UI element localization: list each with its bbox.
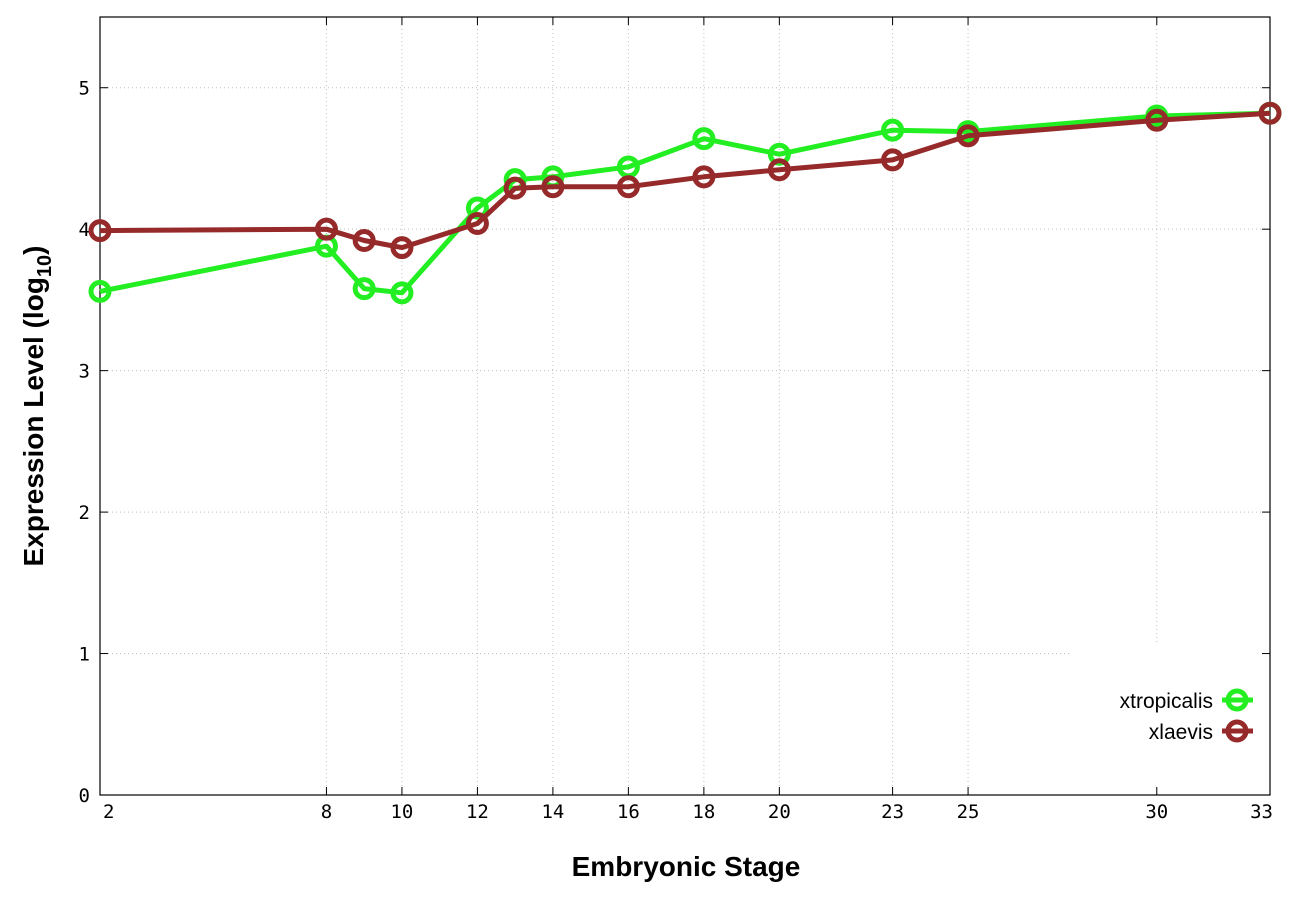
data-point-xtropicalis (692, 127, 716, 151)
data-point-xlaevis (541, 175, 565, 199)
y-tick-label: 4 (79, 219, 90, 241)
x-axis-title: Embryonic Stage (572, 851, 801, 882)
data-point-xlaevis (1258, 101, 1282, 125)
data-point-xtropicalis (352, 277, 376, 301)
x-tick-label: 2 (103, 801, 114, 823)
y-axis-title-main: Expression Level (log (18, 277, 49, 566)
data-point-xlaevis (616, 175, 640, 199)
y-tick-label: 3 (79, 361, 90, 383)
plot-frame (99, 16, 1271, 796)
y-tick-label: 2 (79, 502, 90, 524)
data-point-xlaevis (956, 124, 980, 148)
x-tick-label: 10 (390, 801, 413, 823)
legend-marker-xlaevis (1225, 719, 1249, 743)
x-tick-label: 20 (768, 801, 791, 823)
x-tick-label: 14 (541, 801, 564, 823)
y-tick-label: 1 (79, 644, 90, 666)
x-tick-label: 12 (466, 801, 489, 823)
x-tick-label: 23 (881, 801, 904, 823)
y-axis-title: Expression Level (log10) (18, 246, 56, 567)
data-point-xlaevis (767, 158, 791, 182)
x-tick-label: 33 (1250, 801, 1273, 823)
data-point-xlaevis (1145, 108, 1169, 132)
data-point-xlaevis (503, 176, 527, 200)
y-tick-label: 5 (79, 78, 90, 100)
series-line-xlaevis (99, 110, 1271, 251)
legend: xtropicalis xlaevis (1120, 688, 1253, 744)
y-axis-title-subscript: 10 (34, 255, 56, 277)
grid-layer (100, 17, 1270, 795)
data-point-xtropicalis (88, 279, 112, 303)
data-point-xlaevis (465, 212, 489, 236)
legend-background (1072, 645, 1268, 793)
data-point-xlaevis (314, 217, 338, 241)
x-tick-label: 18 (692, 801, 715, 823)
series-line-xtropicalis (99, 110, 1271, 296)
y-tick-label: 0 (79, 785, 90, 807)
x-tick-label: 16 (617, 801, 640, 823)
legend-label-xtropicalis: xtropicalis (1120, 690, 1213, 713)
x-tick-label: 25 (957, 801, 980, 823)
data-point-xtropicalis (881, 118, 905, 142)
y-axis-title-close: ) (18, 246, 49, 255)
data-point-xlaevis (692, 165, 716, 189)
legend-marker-xtropicalis (1225, 688, 1249, 712)
data-point-xlaevis (88, 219, 112, 243)
data-point-xlaevis (881, 148, 905, 172)
data-point-xtropicalis (390, 281, 414, 305)
data-point-xlaevis (352, 228, 376, 252)
x-tick-label: 8 (321, 801, 332, 823)
data-point-xlaevis (390, 236, 414, 260)
legend-label-xlaevis: xlaevis (1149, 721, 1213, 744)
x-tick-label: 30 (1145, 801, 1168, 823)
series-layer (88, 101, 1282, 305)
